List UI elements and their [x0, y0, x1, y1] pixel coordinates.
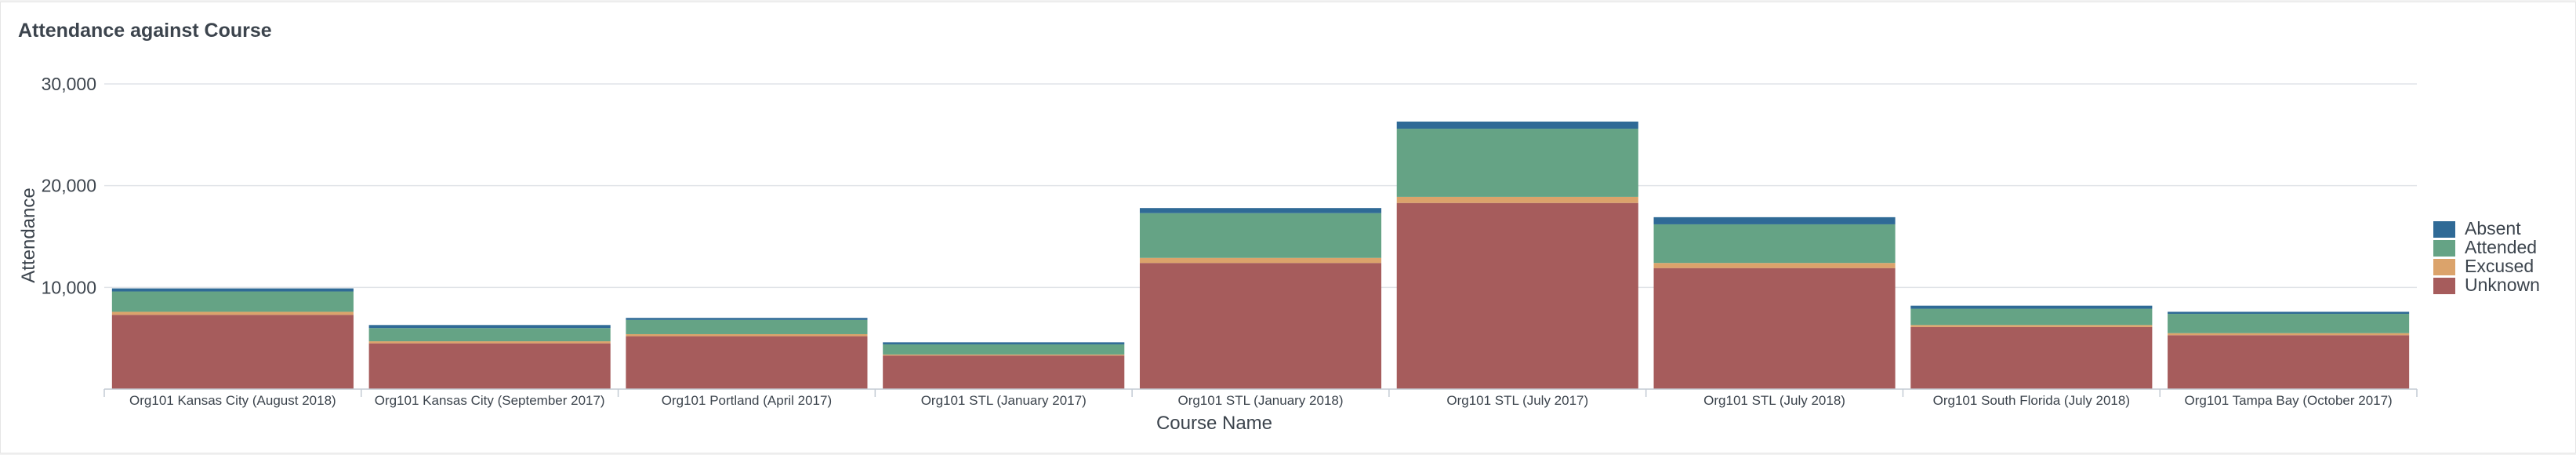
legend-swatch-unknown: [2433, 278, 2455, 294]
bar-segment-attended[interactable]: [368, 328, 611, 342]
y-axis-ticks: 10,000 20,000 30,000: [42, 74, 96, 297]
bar-segment-attended[interactable]: [1396, 129, 1638, 197]
bar-segment-absent[interactable]: [1653, 217, 1896, 224]
bar-segment-attended[interactable]: [1910, 308, 2153, 326]
legend-label-excused[interactable]: Excused: [2465, 256, 2534, 276]
legend-label-attended[interactable]: Attended: [2465, 237, 2537, 257]
x-tick-label: Org101 STL (January 2017): [921, 393, 1087, 408]
bar-segment-absent[interactable]: [1910, 305, 2153, 309]
y-axis-title: Attendance: [18, 187, 39, 282]
bar-segment-unknown[interactable]: [1653, 268, 1896, 389]
bar-segment-unknown[interactable]: [2168, 335, 2410, 389]
bar-segment-absent[interactable]: [2168, 311, 2410, 315]
bar-segment-attended[interactable]: [626, 319, 868, 334]
bar-segment-absent[interactable]: [111, 288, 354, 292]
x-tick-label: Org101 STL (July 2018): [1703, 393, 1845, 408]
x-tick-label: Org101 Tampa Bay (October 2017): [2185, 393, 2393, 408]
y-tick-label: 20,000: [42, 176, 96, 196]
bar-segment-attended[interactable]: [883, 344, 1125, 355]
bar-segment-absent[interactable]: [883, 342, 1125, 344]
bar-segment-excused[interactable]: [1910, 325, 2153, 327]
bar-segment-unknown[interactable]: [111, 315, 354, 389]
x-tick-label: Org101 Kansas City (August 2018): [129, 393, 336, 408]
panel-title: Attendance against Course: [18, 20, 272, 42]
bar-segment-attended[interactable]: [1653, 224, 1896, 264]
x-tick-label: Org101 Portland (April 2017): [662, 393, 832, 408]
bar-segment-attended[interactable]: [111, 291, 354, 312]
y-tick-label: 30,000: [42, 74, 96, 94]
bar-segment-unknown[interactable]: [368, 343, 611, 389]
x-axis: Org101 Kansas City (August 2018) Org101 K…: [103, 388, 2418, 408]
legend-label-unknown[interactable]: Unknown: [2465, 275, 2540, 295]
x-axis-title: Course Name: [1156, 413, 1272, 434]
bar-segment-unknown[interactable]: [1139, 263, 1382, 389]
bar-segment-excused[interactable]: [1139, 257, 1382, 264]
x-tick-label: Org101 South Florida (July 2018): [1933, 393, 2130, 408]
bar-segment-unknown[interactable]: [1910, 326, 2153, 389]
x-tick-label: Org101 STL (July 2017): [1446, 393, 1588, 408]
bar-segment-excused[interactable]: [1396, 196, 1638, 203]
legend-swatch-absent: [2433, 221, 2455, 238]
x-tick-label: Org101 STL (January 2018): [1177, 393, 1343, 408]
bar-segment-unknown[interactable]: [1396, 202, 1638, 389]
bar-segment-unknown[interactable]: [883, 355, 1125, 389]
bar-segment-absent[interactable]: [1396, 121, 1638, 129]
legend-swatch-excused: [2433, 259, 2455, 275]
bar-segment-attended[interactable]: [2168, 314, 2410, 333]
bar-segment-absent[interactable]: [368, 325, 611, 329]
y-tick-label: 10,000: [42, 277, 96, 297]
bar-segment-excused[interactable]: [626, 333, 868, 337]
bar-segment-attended[interactable]: [1139, 213, 1382, 258]
legend-swatch-attended: [2433, 240, 2455, 257]
bar-segment-absent[interactable]: [626, 318, 868, 320]
x-tick-label: Org101 Kansas City (September 2017): [375, 393, 605, 408]
bar-segment-excused[interactable]: [368, 341, 611, 344]
bar-segment-excused[interactable]: [1653, 263, 1896, 268]
bar-segment-absent[interactable]: [1139, 208, 1382, 213]
bar-segment-excused[interactable]: [111, 311, 354, 315]
legend-label-absent[interactable]: Absent: [2465, 218, 2521, 238]
bar-segment-unknown[interactable]: [626, 336, 868, 389]
bar-segment-excused[interactable]: [2168, 333, 2410, 336]
bars: [111, 121, 2410, 389]
